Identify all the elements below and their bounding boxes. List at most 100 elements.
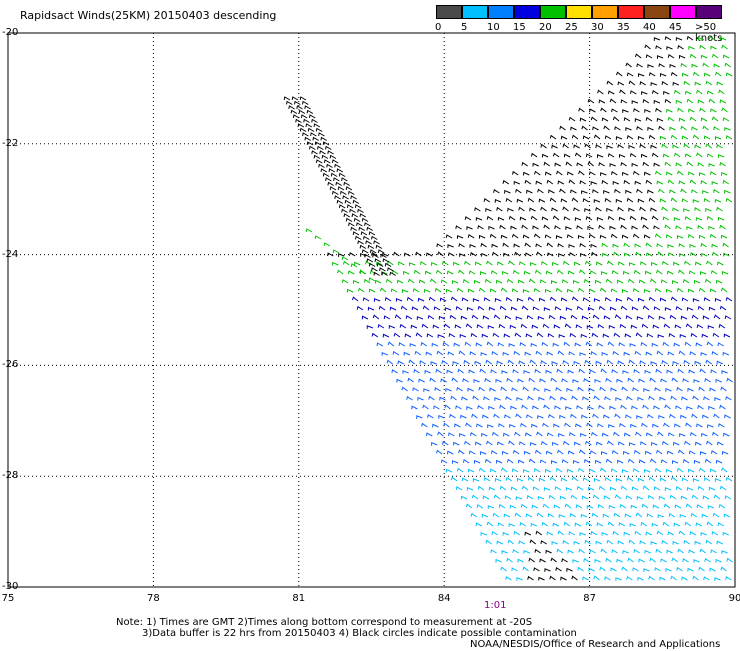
wind-barb xyxy=(686,406,693,410)
wind-barb xyxy=(661,540,668,545)
wind-barb xyxy=(662,216,670,221)
wind-barb xyxy=(471,314,479,320)
wind-barb xyxy=(684,153,692,158)
wind-barb xyxy=(627,278,635,284)
wind-barb xyxy=(594,279,602,284)
wind-barb xyxy=(387,267,394,272)
legend-swatch xyxy=(670,5,696,19)
wind-barb xyxy=(534,368,541,374)
wind-barb xyxy=(700,532,707,536)
wind-barb xyxy=(694,360,701,365)
wind-barb xyxy=(651,522,658,527)
wind-barb xyxy=(589,369,596,374)
wind-barb xyxy=(290,109,298,114)
wind-barb xyxy=(313,123,321,128)
wind-barb xyxy=(612,530,620,536)
wind-barb xyxy=(600,368,607,374)
wind-barb xyxy=(630,90,637,95)
wind-barb xyxy=(500,566,507,572)
wind-barb xyxy=(677,107,684,113)
wind-barb xyxy=(706,153,714,158)
wind-barb xyxy=(712,512,720,518)
wind-barb xyxy=(533,288,541,293)
wind-barb xyxy=(693,71,700,77)
wind-barb xyxy=(719,99,727,104)
wind-barb xyxy=(471,494,479,500)
wind-barb xyxy=(507,207,514,212)
wind-barb xyxy=(436,449,443,455)
wind-barb xyxy=(448,432,455,437)
wind-barb xyxy=(679,333,687,338)
wind-barb xyxy=(351,213,359,218)
wind-barb xyxy=(365,240,372,245)
wind-barb xyxy=(680,315,688,320)
wind-barb xyxy=(658,63,665,68)
wind-barb xyxy=(715,459,723,464)
wind-barb xyxy=(707,424,714,428)
wind-barb xyxy=(628,207,635,212)
wind-barb xyxy=(596,154,604,158)
wind-barb xyxy=(674,423,681,428)
wind-barb xyxy=(691,314,699,320)
wind-barb xyxy=(435,368,442,374)
wind-barb xyxy=(572,279,580,284)
wind-barb xyxy=(521,485,529,491)
wind-barb xyxy=(516,576,523,581)
wind-barb xyxy=(678,530,686,536)
wind-barb xyxy=(511,567,518,572)
wind-barb xyxy=(662,153,670,158)
wind-barb xyxy=(446,369,453,374)
wind-barb xyxy=(373,271,380,276)
wind-barb xyxy=(700,242,707,248)
wind-barb xyxy=(350,226,357,231)
wind-barb xyxy=(462,378,469,383)
wind-barb xyxy=(457,368,464,374)
wind-barb xyxy=(703,477,711,482)
wind-barb xyxy=(636,188,643,194)
wind-barb xyxy=(544,288,552,293)
wind-barb xyxy=(313,154,321,159)
wind-barb xyxy=(567,549,574,554)
wind-barb xyxy=(349,252,356,257)
wind-barb xyxy=(589,108,596,113)
wind-barb xyxy=(633,170,640,176)
wind-barb xyxy=(323,159,331,164)
wind-barb xyxy=(570,189,577,194)
wind-barb xyxy=(519,216,527,221)
wind-barb xyxy=(720,386,727,392)
wind-barb xyxy=(497,261,504,266)
wind-barb xyxy=(709,387,716,392)
wind-barb xyxy=(403,270,410,275)
wind-barb xyxy=(660,378,667,383)
wind-barb xyxy=(502,531,509,536)
wind-barb xyxy=(538,297,546,302)
wind-barb xyxy=(484,278,492,284)
wind-barb xyxy=(554,162,561,167)
wind-barb xyxy=(397,360,404,365)
wind-barb xyxy=(673,342,681,347)
wind-barb xyxy=(665,468,673,473)
wind-barb xyxy=(471,413,478,419)
wind-barb xyxy=(608,90,615,95)
wind-barb xyxy=(718,503,726,509)
wind-barb xyxy=(721,370,728,374)
wind-barb xyxy=(635,332,643,338)
wind-barb xyxy=(503,333,511,338)
wind-barb xyxy=(567,270,575,275)
wind-barb xyxy=(546,179,554,185)
wind-barb xyxy=(404,333,412,338)
wind-barb xyxy=(529,207,536,212)
wind-barb xyxy=(353,217,361,222)
wind-barb xyxy=(549,575,556,581)
wind-barb xyxy=(655,107,662,113)
wind-barb xyxy=(555,287,563,293)
wind-barb xyxy=(419,360,426,365)
wind-barb xyxy=(514,431,521,437)
wind-barb xyxy=(645,242,652,248)
wind-barb xyxy=(510,486,518,491)
wind-barb xyxy=(346,288,354,293)
wind-barb xyxy=(434,387,441,392)
wind-barb xyxy=(467,468,475,473)
wind-barb xyxy=(567,450,575,455)
wind-barb xyxy=(608,324,616,329)
